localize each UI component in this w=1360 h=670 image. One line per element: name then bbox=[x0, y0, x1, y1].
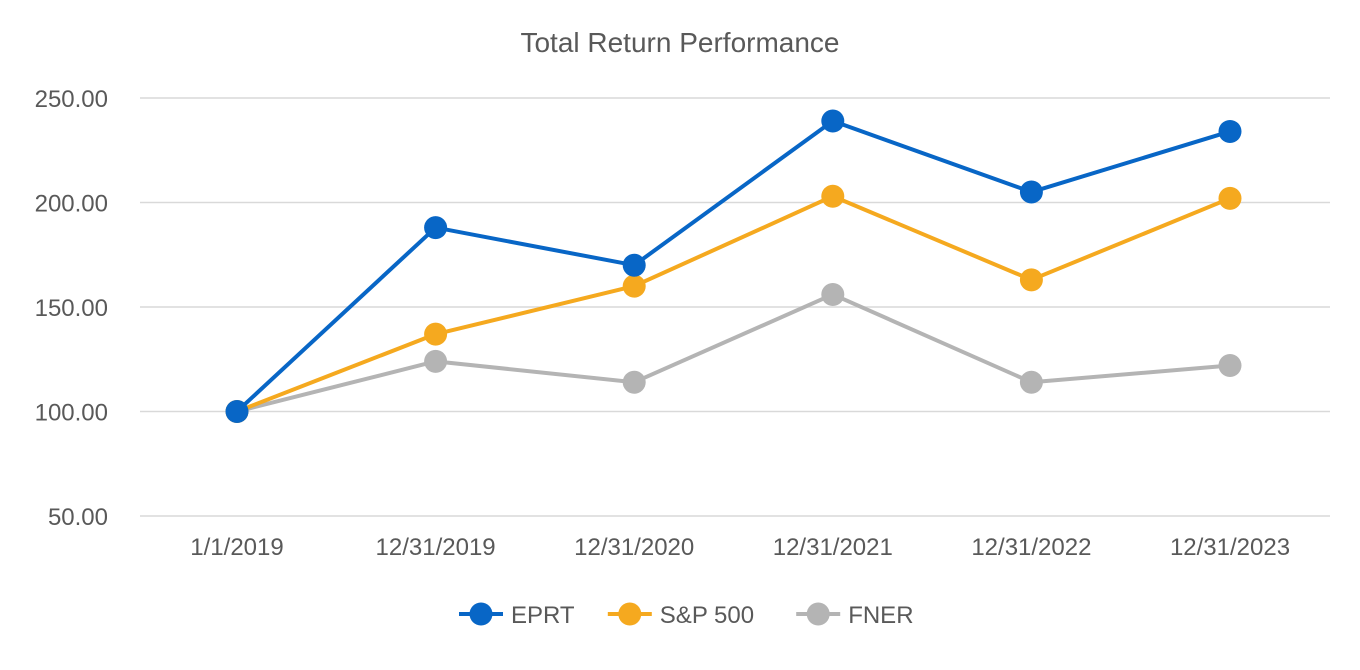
series-line bbox=[235, 118, 1232, 414]
y-tick-label: 150.00 bbox=[35, 295, 108, 322]
data-point bbox=[821, 184, 845, 208]
data-point bbox=[1019, 370, 1043, 394]
x-tick-label: 12/31/2019 bbox=[376, 534, 496, 561]
y-axis-ticks: 50.00 100.00 150.00 200.00 250.00 bbox=[35, 86, 108, 531]
x-tick-label: 12/31/2021 bbox=[773, 534, 893, 561]
data-point bbox=[821, 109, 845, 133]
data-point bbox=[622, 370, 646, 394]
legend-item-eprt: EPRT bbox=[459, 602, 575, 629]
legend-label: S&P 500 bbox=[660, 602, 754, 629]
data-point bbox=[622, 274, 646, 298]
gridlines bbox=[140, 97, 1330, 517]
y-tick-label: 50.00 bbox=[48, 504, 108, 531]
data-point bbox=[622, 253, 646, 277]
x-tick-label: 12/31/2023 bbox=[1170, 534, 1290, 561]
x-tick-label: 12/31/2022 bbox=[971, 534, 1091, 561]
y-tick-label: 250.00 bbox=[35, 86, 108, 113]
legend-swatch-marker bbox=[806, 602, 830, 626]
series-line bbox=[235, 292, 1232, 414]
legend: EPRT S&P 500 FNER bbox=[459, 602, 914, 629]
x-axis-ticks: 1/1/2019 12/31/2019 12/31/2020 12/31/2021 12… bbox=[190, 534, 1290, 561]
data-point bbox=[424, 322, 448, 346]
x-tick-label: 1/1/2019 bbox=[190, 534, 283, 561]
data-point bbox=[225, 400, 249, 423]
y-tick-label: 200.00 bbox=[35, 191, 108, 218]
legend-swatch-marker bbox=[618, 602, 642, 626]
data-point bbox=[424, 216, 448, 240]
data-point bbox=[424, 349, 448, 373]
y-tick-label: 100.00 bbox=[35, 400, 108, 427]
legend-label: EPRT bbox=[511, 602, 575, 629]
x-tick-label: 12/31/2020 bbox=[574, 534, 694, 561]
chart-title: Total Return Performance bbox=[520, 27, 839, 58]
data-point bbox=[1019, 180, 1043, 204]
data-point bbox=[1019, 268, 1043, 292]
data-point bbox=[821, 282, 845, 306]
series-s-p-500 bbox=[225, 184, 1242, 423]
legend-item-fner: FNER bbox=[796, 602, 914, 629]
series-lines bbox=[225, 109, 1242, 423]
legend-label: FNER bbox=[848, 602, 913, 629]
data-point bbox=[1218, 186, 1242, 210]
series-eprt bbox=[225, 109, 1242, 423]
series-line bbox=[235, 194, 1232, 414]
legend-swatch-marker bbox=[469, 602, 493, 626]
series-fner bbox=[225, 282, 1242, 423]
data-point bbox=[1218, 354, 1242, 378]
legend-item-s-p-500: S&P 500 bbox=[607, 602, 754, 629]
data-point bbox=[1218, 119, 1242, 143]
